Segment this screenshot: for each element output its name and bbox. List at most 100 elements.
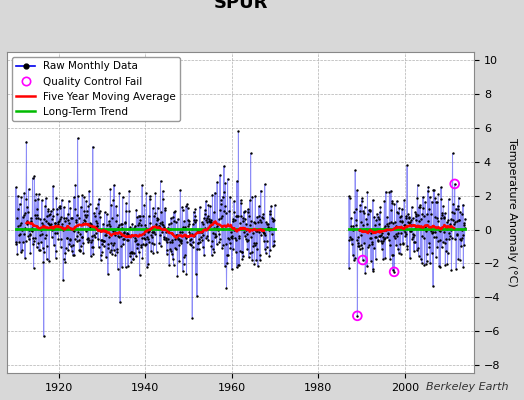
Point [252, 228, 260, 235]
Point [195, 236, 204, 242]
Point [394, 230, 402, 236]
Point [22, 138, 30, 145]
Point [160, 224, 169, 230]
Point [200, 225, 209, 232]
Point [403, 246, 412, 253]
Point [263, 244, 271, 250]
Point [239, 218, 247, 224]
Point [25, 236, 33, 242]
Point [419, 205, 428, 212]
Point [170, 218, 178, 224]
Point [392, 242, 400, 248]
Point [59, 226, 67, 233]
Point [110, 240, 118, 246]
Point [72, 212, 81, 218]
Point [402, 231, 410, 237]
Point [350, 209, 358, 215]
Point [151, 190, 160, 196]
Point [106, 186, 115, 193]
Point [37, 220, 46, 226]
Point [51, 220, 59, 226]
Point [228, 233, 236, 239]
Point [447, 216, 455, 222]
Point [74, 193, 82, 200]
Point [51, 254, 60, 261]
Point [172, 246, 180, 252]
Point [358, 195, 366, 202]
Point [436, 215, 445, 221]
Point [134, 212, 143, 219]
Point [100, 238, 108, 244]
Point [460, 220, 468, 226]
Point [352, 206, 360, 212]
Point [123, 231, 131, 237]
Point [232, 213, 241, 220]
Point [364, 210, 373, 217]
Point [386, 242, 394, 248]
Point [37, 226, 45, 233]
Point [167, 248, 175, 254]
Point [452, 266, 460, 272]
Point [448, 209, 456, 215]
Point [20, 190, 28, 196]
Point [22, 196, 30, 202]
Point [119, 241, 127, 247]
Point [362, 216, 370, 222]
Point [176, 187, 184, 194]
Point [372, 217, 380, 224]
Point [78, 192, 86, 199]
Point [375, 233, 383, 239]
Point [376, 204, 385, 210]
Point [406, 218, 414, 225]
Point [257, 218, 265, 225]
Title: SPUR: SPUR [213, 0, 268, 12]
Point [231, 216, 239, 223]
Point [65, 220, 73, 226]
Point [451, 181, 459, 187]
Point [452, 205, 460, 212]
Point [82, 198, 91, 204]
Point [230, 209, 238, 216]
Point [264, 221, 272, 228]
Point [348, 227, 357, 234]
Point [183, 205, 192, 212]
Point [68, 214, 77, 221]
Point [374, 238, 382, 244]
Point [95, 196, 103, 202]
Point [400, 222, 409, 228]
Point [396, 218, 405, 224]
Point [75, 237, 83, 244]
Point [204, 237, 212, 243]
Point [442, 236, 450, 242]
Point [152, 223, 160, 229]
Point [172, 232, 181, 239]
Point [160, 236, 168, 242]
Point [21, 255, 29, 261]
Point [61, 245, 70, 251]
Point [33, 206, 41, 212]
Point [142, 241, 150, 248]
Point [139, 213, 147, 219]
Point [397, 213, 405, 219]
Point [129, 256, 137, 262]
Point [379, 235, 388, 242]
Text: Berkeley Earth: Berkeley Earth [426, 382, 508, 392]
Point [235, 235, 243, 241]
Point [268, 215, 277, 221]
Point [423, 188, 432, 194]
Point [77, 243, 85, 249]
Point [437, 184, 445, 191]
Point [423, 251, 431, 258]
Point [258, 226, 266, 232]
Point [146, 193, 154, 199]
Point [224, 226, 233, 233]
Point [451, 236, 459, 242]
Point [248, 194, 257, 200]
Point [385, 189, 394, 196]
Point [188, 230, 196, 237]
Point [94, 236, 102, 242]
Point [46, 221, 54, 228]
Point [74, 215, 83, 221]
Point [426, 260, 434, 266]
Point [424, 183, 433, 190]
